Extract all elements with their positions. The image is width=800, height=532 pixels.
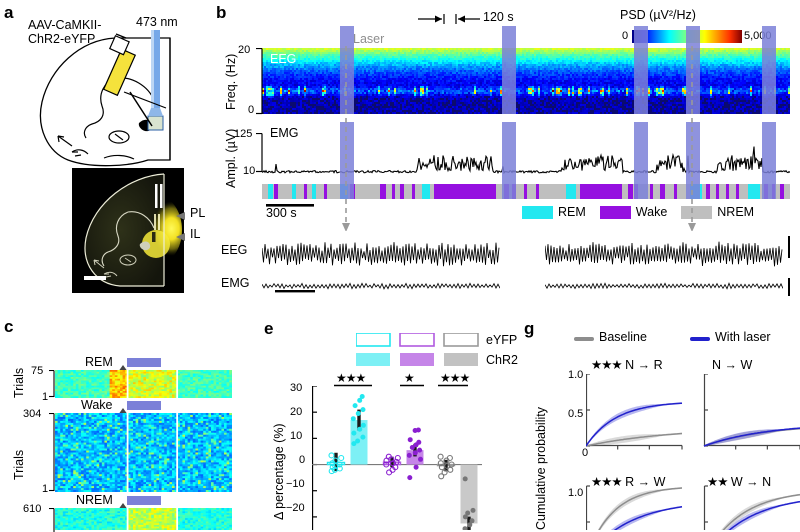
raster-nrem-heatmap: [55, 508, 232, 530]
ampl-tick-10: 10: [243, 165, 255, 177]
panel-e-legend: [356, 333, 496, 371]
psd-colorbar: [632, 30, 742, 43]
panel-e-ytick-30: 30: [290, 382, 302, 394]
laser-annotation-label: Laser: [353, 32, 384, 46]
raster-nrem-tick-top: 610: [23, 503, 41, 515]
panel-g-plots: [586, 374, 800, 530]
legend-swatch-wake: [600, 206, 631, 219]
raster-rem-laser-bar: [127, 358, 161, 367]
ampl-tick-125: 125: [234, 128, 252, 140]
psd-colorbar-title: PSD (µV²/Hz): [620, 8, 696, 22]
raster-wake-heatmap: [55, 413, 232, 492]
region-label-pl: PL: [190, 206, 205, 220]
panel-g-ylabel: Cumulative probability: [534, 407, 548, 530]
panel-g-legend-laser-label: With laser: [715, 330, 771, 344]
panel-a-letter: a: [4, 4, 13, 21]
panel-e-legend-label-chr2: ChR2: [486, 353, 518, 367]
panel-e-plot: [312, 386, 482, 530]
il-pointer-icon: [176, 233, 190, 241]
panel-g-title-nw: N → W: [712, 358, 752, 372]
freq-tick-20: 20: [238, 44, 250, 56]
eeg-spectrogram: [262, 48, 790, 114]
panel-e-ytick-10: 10: [290, 430, 302, 442]
panel-g-ytick-top-1: 1.0: [568, 369, 583, 381]
pl-pointer-icon: [176, 212, 190, 220]
raster-nrem-axis: [48, 508, 55, 532]
trace-eeg-label: EEG: [221, 243, 247, 257]
panel-g-legend-baseline-swatch: [574, 336, 594, 342]
panel-g-label-nw: N → W: [712, 358, 752, 372]
eeg-label-b: EEG: [270, 52, 296, 66]
panel-e-legend-label-eyfp: eYFP: [486, 333, 517, 347]
panel-e-sig-wake: ★: [404, 371, 415, 385]
legend-swatch-nrem: [681, 206, 712, 219]
freq-axis-line: [256, 48, 263, 115]
legend-label-nrem: NREM: [717, 205, 754, 219]
panel-b-letter: b: [216, 4, 226, 21]
brain-schematic-diagram: [20, 30, 205, 170]
panel-e-ylabel: Δ percentage (%): [272, 423, 286, 520]
expanded-trace-time-scalebar: [275, 290, 315, 294]
state-legend: REM Wake NREM: [522, 205, 754, 219]
hypnogram: [262, 184, 790, 199]
expanded-trace-scalebars: [786, 236, 794, 298]
raster-nrem-state-label: NREM: [76, 493, 113, 507]
emg-label-b: EMG: [270, 126, 298, 140]
panel-c-axis-label-2: Trials: [12, 450, 26, 480]
panel-g-sig-nr: ★★★: [591, 358, 622, 372]
time-scalebar-label: 300 s: [266, 206, 297, 220]
raster-rem-axis: [48, 370, 55, 398]
panel-g-ytick-top-05: 0.5: [568, 408, 583, 420]
panel-g-ytick-bot-1: 1.0: [568, 487, 583, 499]
legend-label-rem: REM: [558, 205, 586, 219]
panel-c-letter: c: [4, 318, 13, 335]
raster-rem-tick-top: 75: [31, 365, 43, 377]
panel-g-title-nr: ★★★ N → R: [591, 358, 663, 372]
panel-e-letter: e: [264, 320, 273, 337]
trace-emg-label: EMG: [221, 276, 249, 290]
region-label-il: IL: [190, 227, 200, 241]
raster-nrem-laser-bar: [127, 496, 161, 505]
freq-axis-label: Freq. (Hz): [224, 54, 238, 110]
raster-rem-heatmap: [55, 370, 232, 398]
raster-wake-state-label: Wake: [81, 398, 113, 412]
panel-e-ytick-m20: −20: [286, 502, 305, 514]
psd-min-label: 0: [622, 30, 628, 42]
interval-120s-label: 120 s: [483, 10, 514, 24]
interval-arrows-icon: [418, 13, 482, 25]
psd-max-label: 5,000: [744, 30, 772, 42]
panel-e-sig-nrem: ★★★: [440, 371, 469, 385]
freq-tick-0: 0: [248, 104, 254, 116]
panel-g-label-nr: N → R: [625, 358, 663, 372]
panel-g-legend-baseline-label: Baseline: [599, 330, 647, 344]
raster-wake-axis: [48, 413, 55, 492]
panel-c-axis-label-1: Trials: [12, 368, 26, 398]
panel-e-ytick-m10: −10: [286, 478, 305, 490]
panel-g-legend-laser-swatch: [690, 336, 710, 342]
brain-slice-image: [72, 168, 184, 293]
panel-g-letter: g: [524, 320, 534, 337]
panel-e-ytick-20: 20: [290, 406, 302, 418]
panel-e-sig-rem: ★★★: [336, 371, 365, 385]
raster-wake-laser-bar: [127, 401, 161, 410]
panel-e-ytick-0: 0: [299, 454, 305, 466]
emg-amplitude-trace: [262, 122, 790, 178]
laser-wavelength-label: 473 nm: [136, 15, 178, 29]
raster-wake-tick-top: 304: [23, 408, 41, 420]
legend-swatch-rem: [522, 206, 553, 219]
raster-rem-state-label: REM: [85, 355, 113, 369]
expanded-traces-right: [545, 232, 783, 300]
legend-label-wake: Wake: [636, 205, 668, 219]
